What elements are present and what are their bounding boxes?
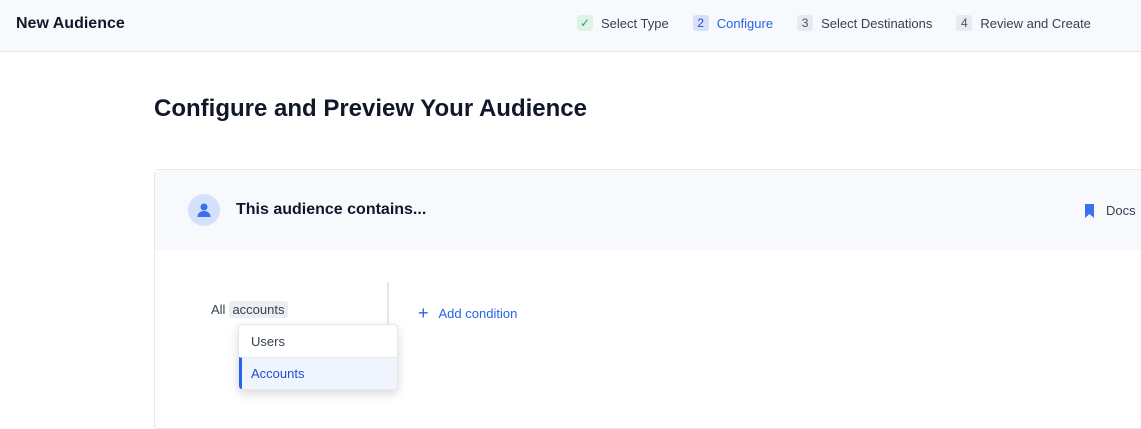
check-icon: ✓ [577,15,593,31]
docs-link[interactable]: Docs [1085,203,1136,218]
step-select-type[interactable]: ✓ Select Type [577,15,669,31]
step-number: 4 [956,15,973,31]
step-review-create[interactable]: 4 Review and Create [956,15,1091,31]
entity-dropdown[interactable]: accounts [229,301,288,318]
plus-icon: + [418,303,429,323]
add-condition-label: Add condition [438,306,518,321]
stepper: ✓ Select Type 2 Configure 3 Select Destinat… [577,15,1115,31]
step-number: 2 [692,15,709,31]
step-number: 3 [797,15,814,31]
user-icon [188,194,220,226]
option-accounts[interactable]: Accounts [239,357,397,389]
step-configure[interactable]: 2 Configure [692,15,774,31]
add-condition-button[interactable]: + Add condition [418,303,518,323]
header: New Audience ✓ Select Type 2 Configure 3 Se… [0,0,1141,52]
entity-dropdown-menu: Users Accounts [238,324,398,390]
option-users[interactable]: Users [251,333,285,349]
step-label: Select Destinations [821,15,933,31]
app-title: New Audience [16,15,125,32]
step-label: Configure [716,15,774,31]
card-header: This audience contains... Docs [155,170,1141,250]
divider [387,282,389,324]
all-label: All [211,302,226,317]
step-label: Review and Create [980,15,1091,31]
card-title: This audience contains... [236,201,427,218]
bookmark-icon [1085,203,1094,218]
page-title: Configure and Preview Your Audience [154,95,587,122]
docs-label: Docs [1106,203,1136,218]
step-label: Select Type [601,15,669,31]
audience-card: This audience contains... Docs All accoun… [154,169,1141,429]
entity-selector: All accounts [211,301,288,318]
step-select-destinations[interactable]: 3 Select Destinations [797,15,932,31]
